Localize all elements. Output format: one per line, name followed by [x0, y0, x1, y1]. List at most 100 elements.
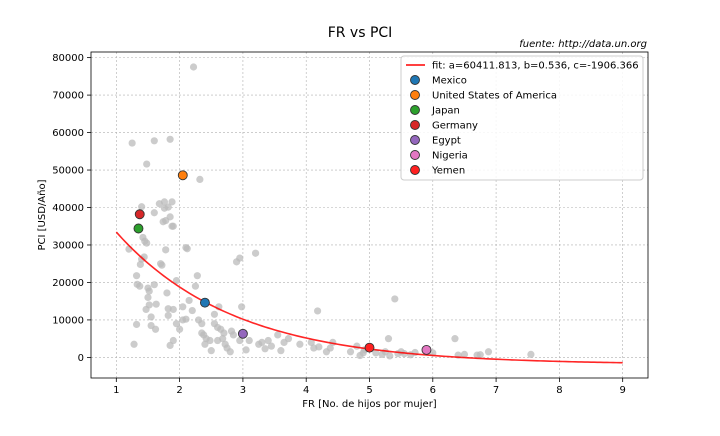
- data-point: [132, 272, 141, 280]
- legend-label: Japan: [431, 106, 460, 117]
- data-point: [130, 340, 138, 348]
- data-point: [251, 249, 260, 257]
- data-point: [476, 351, 484, 359]
- data-point: [527, 350, 535, 358]
- data-point: [236, 336, 244, 345]
- data-point: [229, 331, 238, 339]
- data-point: [164, 203, 172, 211]
- source-note: fuente: http://data.un.org: [519, 39, 647, 50]
- data-point: [274, 331, 282, 339]
- legend-swatch: [410, 105, 420, 115]
- chart-title: FR vs PCI: [328, 25, 393, 41]
- data-point: [210, 310, 219, 318]
- data-point: [179, 303, 187, 311]
- data-point: [261, 345, 269, 353]
- x-tick-label: 6: [430, 385, 436, 396]
- data-point: [258, 338, 266, 347]
- legend-label: Germany: [432, 121, 478, 132]
- data-point: [264, 336, 272, 345]
- legend-swatch: [410, 90, 420, 100]
- data-point: [168, 198, 176, 206]
- legend-swatch: [410, 135, 420, 145]
- data-point: [166, 213, 174, 221]
- y-tick-label: 20000: [52, 278, 84, 289]
- legend-label: Nigeria: [432, 151, 468, 162]
- highlight-point: [364, 342, 375, 353]
- y-tick-label: 50000: [52, 166, 84, 177]
- data-point: [384, 335, 393, 343]
- data-point: [484, 348, 493, 356]
- data-point: [198, 329, 206, 337]
- data-point: [169, 222, 177, 230]
- data-point: [391, 295, 399, 303]
- y-tick-label: 80000: [52, 53, 84, 64]
- data-point: [189, 63, 198, 71]
- legend-label: Egypt: [432, 136, 461, 147]
- data-point: [182, 315, 190, 323]
- data-point: [172, 276, 181, 285]
- data-point: [386, 352, 394, 360]
- data-point: [236, 254, 244, 262]
- data-point: [188, 306, 196, 315]
- data-point: [226, 348, 234, 356]
- data-point: [183, 245, 191, 253]
- data-point: [138, 203, 146, 211]
- y-tick-label: 60000: [52, 128, 84, 139]
- legend-fit-label: fit: a=60411.813, b=0.536, c=-1906.366: [432, 61, 639, 72]
- data-point: [150, 209, 158, 217]
- data-point: [198, 320, 206, 328]
- y-axis-label: PCI [USD/Año]: [37, 179, 48, 250]
- data-point: [158, 261, 166, 269]
- data-point: [166, 135, 174, 143]
- highlight-point: [133, 223, 144, 234]
- y-tick-label: 30000: [52, 240, 84, 251]
- data-point: [451, 335, 459, 343]
- data-point: [245, 336, 253, 345]
- data-point: [277, 347, 285, 355]
- data-point: [284, 335, 293, 343]
- y-tick-label: 70000: [52, 91, 84, 102]
- x-axis-label: FR [No. de hijos por mujer]: [302, 399, 437, 410]
- data-point: [242, 346, 250, 354]
- x-tick-label: 3: [240, 385, 246, 396]
- data-point: [207, 347, 215, 355]
- highlighted-points: [133, 170, 432, 355]
- data-point: [185, 296, 193, 305]
- x-tick-label: 5: [366, 385, 372, 396]
- data-point: [169, 305, 177, 314]
- data-point: [128, 139, 136, 147]
- data-point: [191, 282, 200, 290]
- data-point: [147, 313, 155, 321]
- highlight-point: [199, 297, 210, 308]
- legend-items: fit: a=60411.813, b=0.536, c=-1906.366 Me…: [406, 61, 639, 177]
- y-tick-label: 0: [78, 353, 84, 364]
- scatter-points: [125, 63, 535, 360]
- data-point: [176, 325, 184, 333]
- data-point: [169, 336, 177, 345]
- x-tick-label: 2: [176, 385, 182, 396]
- data-point: [142, 305, 150, 314]
- highlight-point: [177, 170, 188, 181]
- data-point: [206, 336, 214, 345]
- data-point: [152, 300, 160, 308]
- data-point: [143, 160, 151, 168]
- data-point: [296, 340, 304, 348]
- x-tick-label: 9: [619, 385, 625, 396]
- legend-swatch: [410, 120, 420, 130]
- data-point: [326, 344, 334, 352]
- data-point: [160, 198, 169, 206]
- data-point: [193, 272, 201, 280]
- y-axis-ticks: 0 10000 20000 30000 40000 50000 60000 70000 8000…: [52, 53, 91, 364]
- legend: fit: a=60411.813, b=0.536, c=-1906.366 Me…: [400, 55, 644, 181]
- legend-label: United States of America: [432, 91, 557, 102]
- highlight-point: [134, 209, 145, 220]
- data-point: [213, 336, 222, 345]
- legend-box: [400, 55, 644, 181]
- legend-swatch: [410, 150, 420, 160]
- x-tick-label: 4: [303, 385, 309, 396]
- data-point: [150, 137, 158, 145]
- data-point: [144, 284, 152, 292]
- data-point: [151, 325, 160, 333]
